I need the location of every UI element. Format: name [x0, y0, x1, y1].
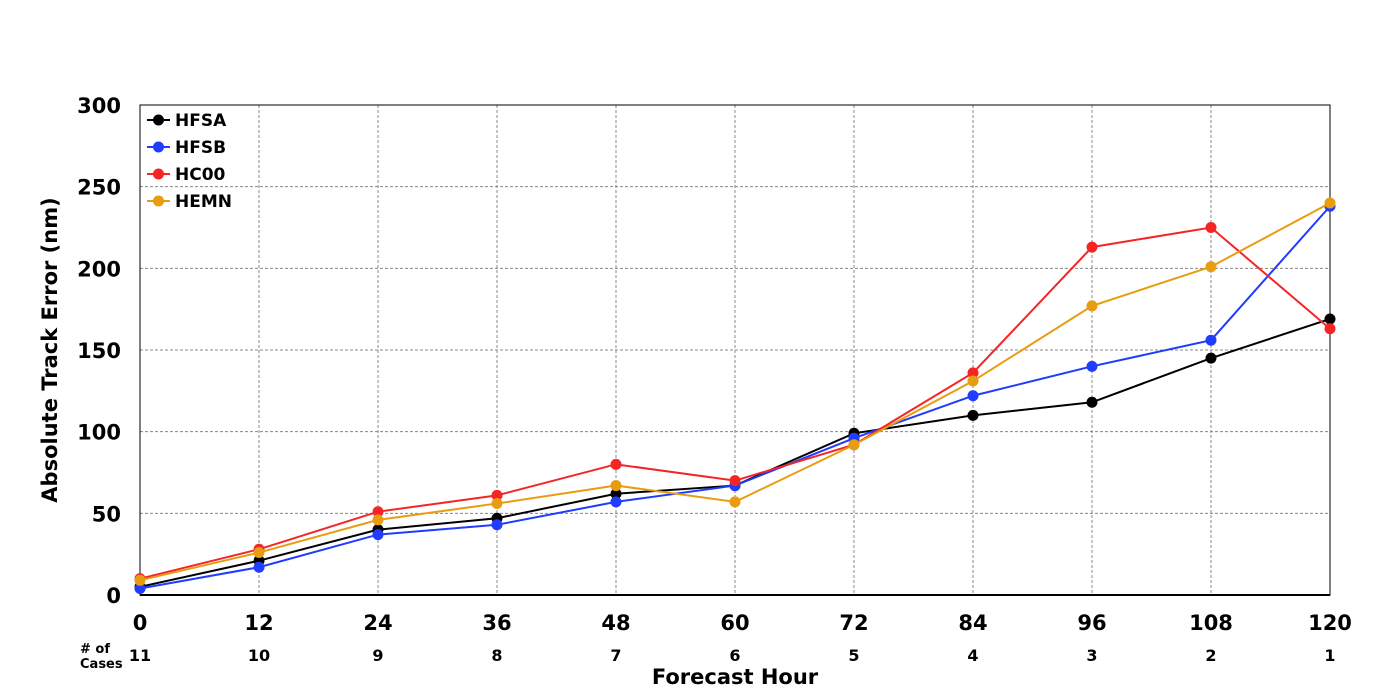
x-axis-ticks: 0 12 24 36 48 60 72 84 96 108 120	[133, 611, 1352, 635]
data-point-hemn	[1205, 261, 1217, 273]
data-point-hemn	[253, 547, 265, 559]
legend-item-hemn: HEMN	[147, 192, 232, 212]
data-point-hfsb	[491, 519, 503, 531]
legend-item-hfsa: HFSA	[147, 111, 227, 131]
legend-label: HC00	[175, 165, 226, 185]
x-tick-label: 108	[1189, 611, 1233, 635]
legend-label: HFSA	[175, 111, 227, 131]
cases-count: 11	[129, 646, 151, 665]
data-point-hfsa	[1205, 352, 1217, 364]
data-point-hfsa	[1324, 313, 1336, 325]
cases-count: 9	[372, 646, 383, 665]
y-tick-label: 100	[77, 421, 121, 445]
legend-marker	[153, 195, 164, 207]
data-point-hemn	[729, 496, 741, 508]
cases-row: # of Cases 11 10 9 8 7 6 5 4 3 2 1	[80, 642, 1336, 672]
data-point-hc00	[372, 506, 384, 518]
y-axis-ticks: 0 50 100 150 200 250 300	[77, 94, 121, 608]
legend-item-hfsb: HFSB	[147, 138, 226, 158]
x-tick-label: 0	[133, 611, 148, 635]
data-point-hc00	[1324, 323, 1336, 335]
data-point-hemn	[491, 498, 503, 510]
series-layer	[134, 197, 1336, 594]
cases-title-line1: # of	[80, 642, 110, 657]
x-tick-label: 36	[482, 611, 511, 635]
cases-count: 10	[248, 646, 270, 665]
y-tick-label: 250	[77, 176, 121, 200]
data-point-hfsa	[610, 488, 622, 500]
data-point-hfsb	[253, 561, 265, 573]
data-point-hemn	[372, 514, 384, 526]
cases-count: 5	[848, 646, 859, 665]
legend-label: HEMN	[175, 192, 232, 212]
data-point-hemn	[134, 574, 146, 586]
cases-count: 4	[967, 646, 978, 665]
legend: HFSA HFSB HC00 HEMN	[147, 111, 232, 212]
data-point-hemn	[1086, 300, 1098, 312]
data-point-hemn	[610, 480, 622, 492]
cases-count: 6	[729, 646, 740, 665]
x-tick-label: 72	[839, 611, 868, 635]
data-point-hfsb	[967, 390, 979, 402]
cases-count: 1	[1324, 646, 1335, 665]
data-point-hfsb	[1086, 360, 1098, 372]
series-hemn	[134, 197, 1336, 586]
data-point-hc00	[967, 367, 979, 379]
cases-count: 3	[1086, 646, 1097, 665]
data-point-hemn	[848, 439, 860, 451]
data-point-hfsa	[1086, 396, 1098, 408]
x-tick-label: 48	[601, 611, 630, 635]
data-point-hfsb	[372, 529, 384, 541]
data-point-hemn	[1324, 197, 1336, 209]
data-point-hemn	[967, 375, 979, 387]
legend-label: HFSB	[175, 138, 226, 158]
x-tick-label: 120	[1308, 611, 1352, 635]
data-point-hc00	[1205, 222, 1217, 233]
data-point-hc00	[729, 475, 741, 487]
legend-marker	[153, 114, 164, 126]
x-tick-label: 96	[1077, 611, 1106, 635]
data-point-hfsb	[610, 496, 622, 508]
data-point-hc00	[491, 489, 503, 501]
data-point-hc00	[1086, 241, 1098, 253]
y-tick-label: 0	[106, 584, 121, 608]
cases-count: 7	[610, 646, 621, 665]
legend-marker	[153, 168, 164, 180]
data-point-hfsb	[134, 582, 146, 594]
grid-lines	[140, 105, 1330, 595]
cases-title-line2: Cases	[80, 657, 123, 672]
data-point-hc00	[610, 458, 622, 470]
y-tick-label: 200	[77, 257, 121, 281]
x-tick-label: 24	[363, 611, 392, 635]
y-tick-label: 300	[77, 94, 121, 118]
legend-item-hc00: HC00	[147, 165, 226, 185]
x-tick-label: 12	[244, 611, 273, 635]
legend-marker	[153, 141, 164, 153]
y-axis-title: Absolute Track Error (nm)	[38, 197, 62, 502]
x-tick-label: 60	[720, 611, 749, 635]
series-hc00	[134, 222, 1336, 585]
cases-count: 2	[1205, 646, 1216, 665]
y-tick-label: 50	[92, 502, 121, 526]
data-point-hfsb	[1205, 334, 1217, 346]
x-tick-label: 84	[958, 611, 987, 635]
y-tick-label: 150	[77, 339, 121, 363]
data-point-hfsa	[967, 409, 979, 421]
cases-count: 8	[491, 646, 502, 665]
x-axis-title: Forecast Hour	[652, 665, 819, 689]
